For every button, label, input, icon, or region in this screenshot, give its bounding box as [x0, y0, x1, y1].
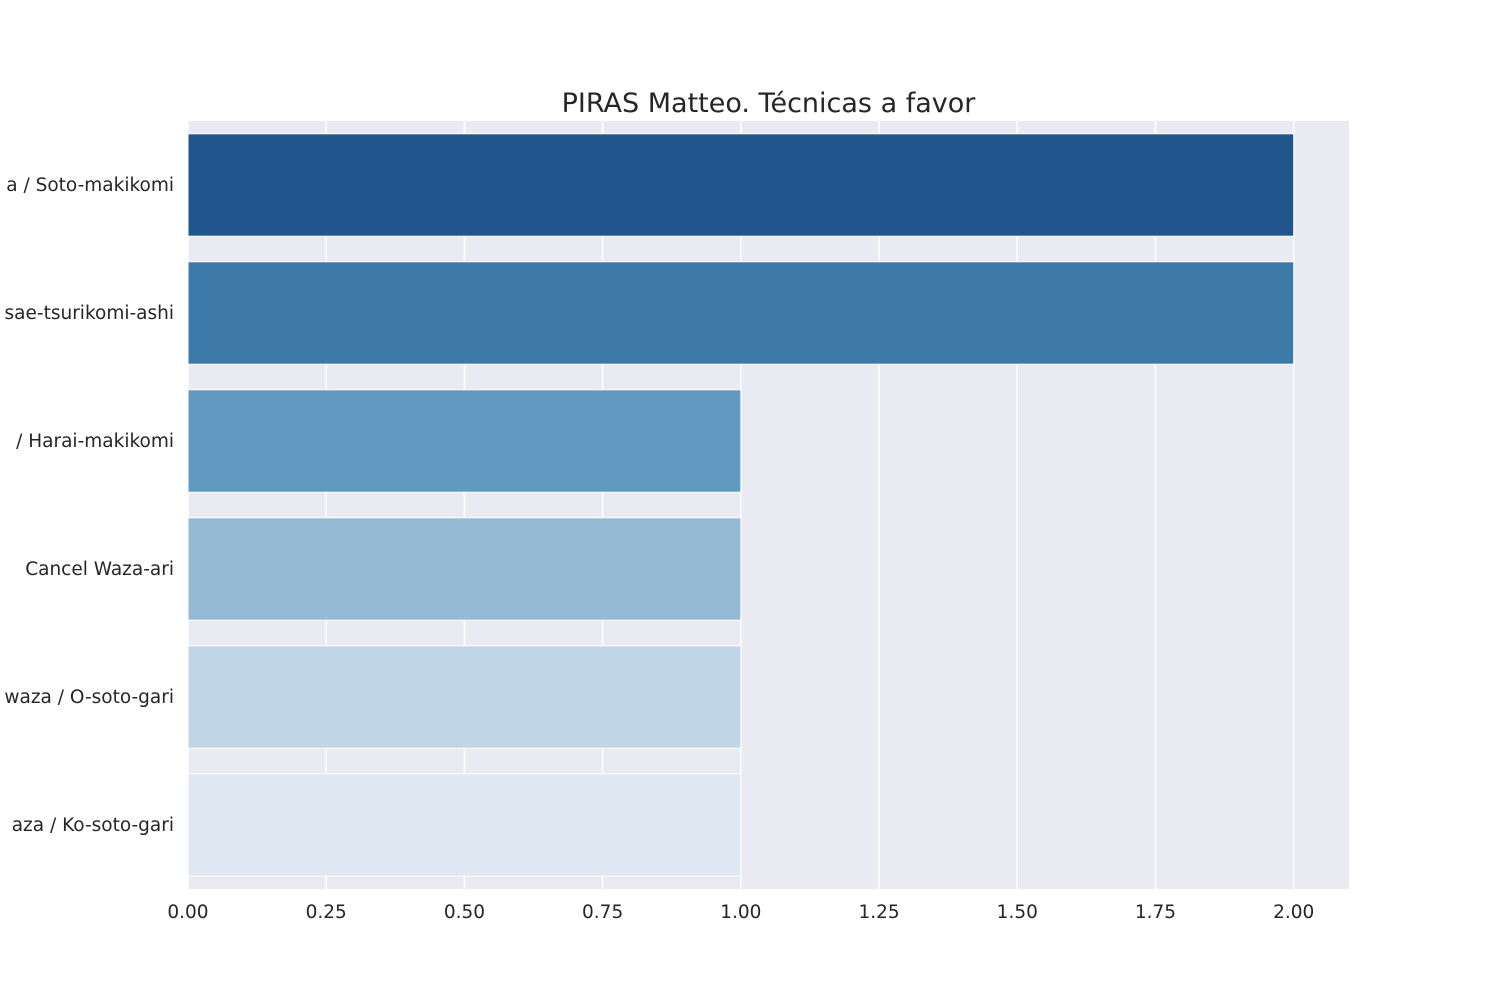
x-tick-label: 1.75 [1135, 902, 1176, 923]
x-tick-label: 2.00 [1273, 902, 1314, 923]
y-axis-categories: a / Soto-makikomi sae-tsurikomi-ashi / Har… [4, 175, 174, 836]
y-category-label: Cancel Waza-ari [25, 559, 174, 580]
bar [187, 517, 742, 621]
bar [187, 389, 742, 493]
chart-title: PIRAS Matteo. Técnicas a favor [562, 88, 977, 119]
x-tick-label: 0.50 [444, 902, 485, 923]
x-tick-label: 0.25 [306, 902, 347, 923]
x-axis-ticks: 0.00 0.25 0.50 0.75 1.00 1.25 1.50 1.75 2.00 [167, 902, 1314, 923]
y-category-label: sae-tsurikomi-ashi [5, 303, 174, 324]
y-category-label: waza / O-soto-gari [4, 687, 174, 708]
bar [187, 261, 1295, 365]
bar [187, 773, 742, 877]
y-category-label: a / Soto-makikomi [6, 175, 174, 196]
x-tick-label: 0.75 [582, 902, 623, 923]
y-category-label: aza / Ko-soto-gari [12, 815, 174, 836]
bars [187, 133, 1295, 877]
x-tick-label: 0.00 [167, 902, 208, 923]
x-tick-label: 1.50 [997, 902, 1038, 923]
bar [187, 645, 742, 749]
gridlines [187, 121, 1295, 889]
y-category-label: / Harai-makikomi [16, 431, 174, 452]
bar [187, 133, 1295, 237]
x-tick-label: 1.00 [720, 902, 761, 923]
x-tick-label: 1.25 [858, 902, 899, 923]
